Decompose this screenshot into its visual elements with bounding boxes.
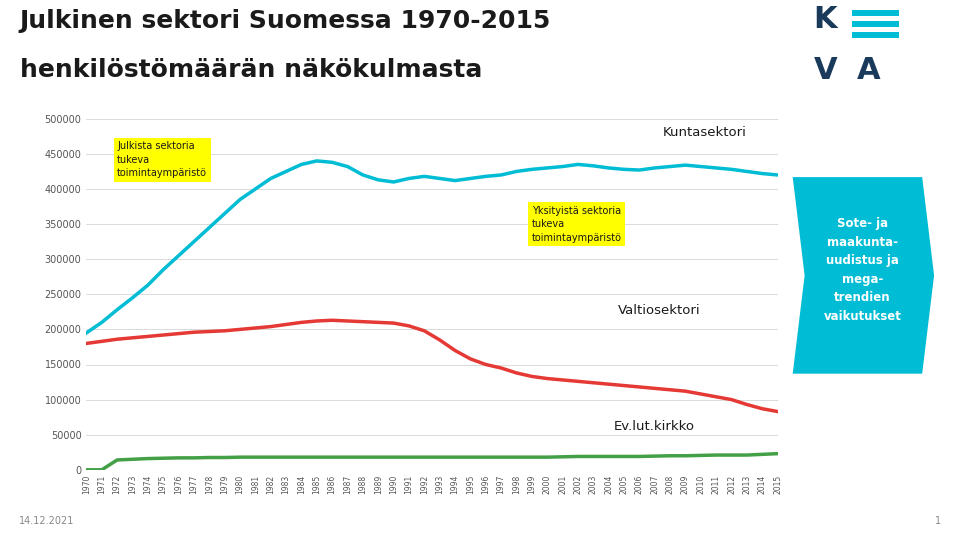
FancyBboxPatch shape <box>852 10 899 16</box>
Text: K: K <box>814 5 837 35</box>
Text: Sote- ja
maakunta-
uudistus ja
mega-
trendien
vaikutukset: Sote- ja maakunta- uudistus ja mega- tre… <box>824 217 901 322</box>
FancyBboxPatch shape <box>852 32 899 38</box>
Text: Yksityistä sektoria
tukeva
toimintaympäristö: Yksityistä sektoria tukeva toimintaympär… <box>532 206 622 243</box>
Polygon shape <box>793 177 934 374</box>
Text: Julkista sektoria
tukeva
toimintaympäristö: Julkista sektoria tukeva toimintaympäris… <box>117 141 207 178</box>
Text: Valtiosektori: Valtiosektori <box>618 304 701 317</box>
Text: henkilöstömäärän näkökulmasta: henkilöstömäärän näkökulmasta <box>20 58 482 82</box>
Text: Ev.lut.kirkko: Ev.lut.kirkko <box>614 421 695 434</box>
Text: Kuntasektori: Kuntasektori <box>663 126 747 139</box>
FancyBboxPatch shape <box>852 21 899 27</box>
Text: Julkinen sektori Suomessa 1970-2015: Julkinen sektori Suomessa 1970-2015 <box>20 9 551 32</box>
Text: V: V <box>814 56 837 85</box>
Text: 14.12.2021: 14.12.2021 <box>19 516 75 526</box>
Text: 1: 1 <box>935 516 941 526</box>
Text: A: A <box>856 56 880 85</box>
